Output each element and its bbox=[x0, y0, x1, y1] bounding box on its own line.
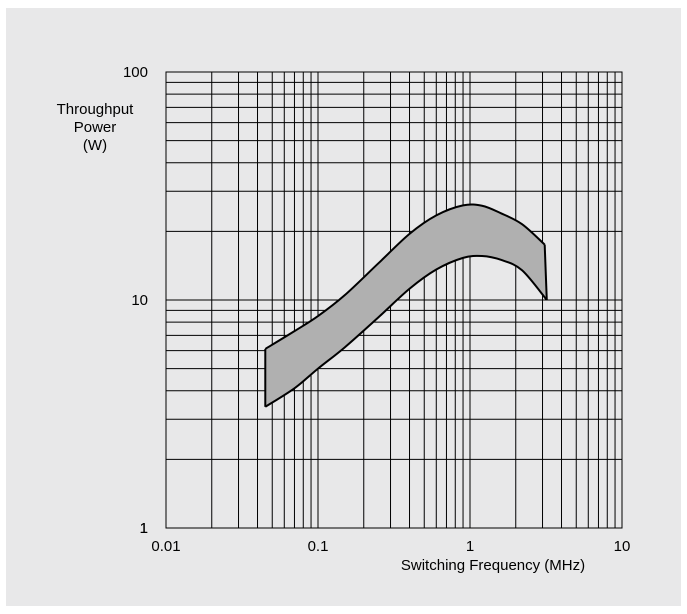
plot-grid bbox=[166, 72, 622, 528]
power-band bbox=[264, 203, 548, 408]
y-tick-label: 10 bbox=[131, 292, 148, 309]
chart-panel: 0.01 0.1 1 10 1 1 10 100 Switching Frequency (… bbox=[6, 8, 681, 606]
x-axis-label: Switching Frequency (MHz) bbox=[401, 557, 585, 574]
plot-frame bbox=[165, 71, 623, 529]
throughput-power-chart: 0.01 0.1 1 10 1 1 10 100 Switching Frequency (… bbox=[57, 64, 631, 574]
y-axis-label-line-1: Throughput bbox=[57, 101, 135, 118]
y-tick-label: 1 bbox=[140, 520, 148, 537]
band-lower-curve bbox=[264, 254, 548, 408]
x-tick-label: 0.01 bbox=[151, 538, 180, 555]
x-tick-label: 0.1 bbox=[308, 538, 329, 555]
y-axis-label-line-2: Power bbox=[74, 119, 117, 136]
y-tick-label: 100 bbox=[123, 64, 148, 81]
x-tick-label: 10 bbox=[614, 538, 631, 555]
y-tick-label: 1 bbox=[140, 520, 148, 537]
band-upper-curve bbox=[264, 203, 546, 350]
x-tick-label: 1 bbox=[466, 538, 474, 555]
x-tick-labels: 0.01 0.1 1 10 bbox=[151, 538, 630, 555]
y-axis-label-line-3: (W) bbox=[83, 137, 107, 154]
band-right-edge bbox=[543, 244, 548, 301]
